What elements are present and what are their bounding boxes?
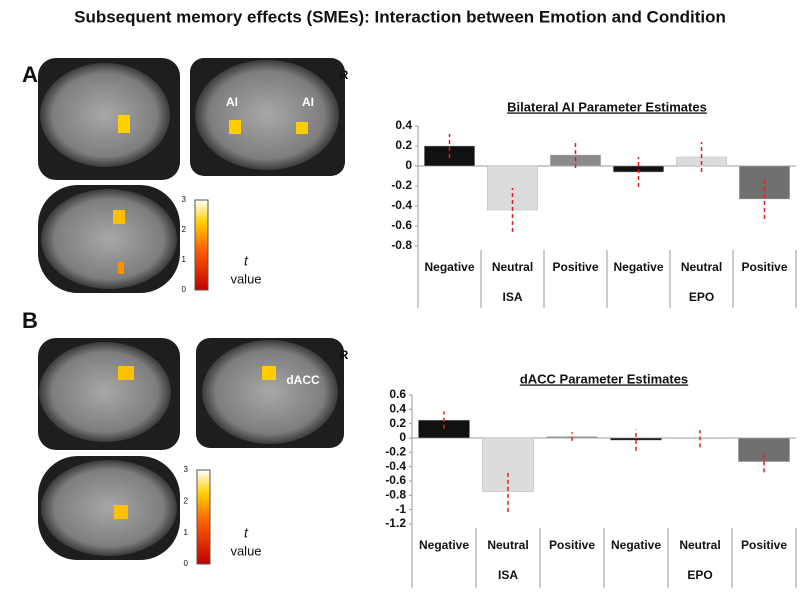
y-tick-label: -1.2	[385, 516, 406, 530]
panel-label: A	[22, 62, 38, 87]
y-tick-label: -0.6	[385, 473, 406, 487]
x-tick-label: Negative	[613, 260, 663, 274]
x-tick-label: Neutral	[681, 260, 722, 274]
y-tick-label: -0.8	[385, 488, 406, 502]
chart-title: Bilateral AI Parameter Estimates	[507, 99, 707, 114]
x-tick-label: Neutral	[492, 260, 533, 274]
y-tick-label: 0	[405, 158, 412, 172]
x-tick-label: Positive	[552, 260, 598, 274]
group-label: ISA	[498, 568, 518, 582]
y-tick-label: -0.2	[385, 445, 406, 459]
x-tick-label: Negative	[419, 538, 469, 552]
brain-coronal	[190, 58, 345, 176]
colorbar	[194, 199, 209, 291]
colorbar-tick-label: 3	[182, 195, 187, 204]
colorbar-tick-label: 0	[182, 285, 187, 294]
colorbar-tick-label: 3	[184, 465, 189, 474]
x-tick-label: Positive	[741, 538, 787, 552]
colorbar-tick-label: 1	[182, 255, 187, 264]
colorbar-symbol: t	[244, 525, 249, 541]
y-tick-label: -0.4	[385, 459, 406, 473]
y-tick-label: -0.4	[391, 198, 412, 212]
side-label: R	[340, 348, 349, 362]
group-label: EPO	[687, 568, 712, 582]
x-tick-label: Positive	[549, 538, 595, 552]
y-tick-label: -0.2	[391, 178, 412, 192]
colorbar-tick-label: 2	[184, 496, 189, 505]
x-tick-label: Negative	[611, 538, 661, 552]
y-tick-label: -0.8	[391, 238, 412, 252]
y-tick-label: 0.4	[389, 402, 406, 416]
colorbar-caption: value	[230, 543, 261, 558]
x-tick-label: Neutral	[679, 538, 720, 552]
region-label: AI	[302, 95, 314, 109]
x-tick-label: Neutral	[487, 538, 528, 552]
figure-title: Subsequent memory effects (SMEs): Intera…	[74, 7, 726, 26]
brain-sagittal	[38, 338, 180, 450]
y-tick-label: 0.6	[389, 387, 406, 401]
colorbar-tick-label: 0	[184, 559, 189, 568]
region-label: AI	[226, 95, 238, 109]
colorbar-caption: value	[230, 271, 261, 286]
group-label: ISA	[502, 290, 522, 304]
y-tick-label: -1	[395, 502, 406, 516]
y-tick-label: 0.4	[395, 118, 412, 132]
region-label: dACC	[286, 373, 320, 387]
bar	[418, 419, 470, 439]
side-label: R	[340, 68, 349, 82]
y-tick-label: -0.6	[391, 218, 412, 232]
brain-coronal	[196, 338, 344, 448]
y-tick-label: 0.2	[395, 138, 412, 152]
group-label: EPO	[689, 290, 714, 304]
y-tick-label: 0.2	[389, 416, 406, 430]
x-tick-label: Positive	[741, 260, 787, 274]
brain-axial	[38, 185, 180, 293]
brain-sagittal	[38, 58, 180, 180]
colorbar-symbol: t	[244, 253, 249, 269]
bar	[610, 437, 662, 441]
colorbar	[196, 469, 211, 565]
colorbar-tick-label: 1	[184, 528, 189, 537]
x-tick-label: Negative	[424, 260, 474, 274]
panel-label: B	[22, 308, 38, 333]
chart-title: dACC Parameter Estimates	[520, 371, 688, 386]
colorbar-tick-label: 2	[182, 225, 187, 234]
y-tick-label: 0	[399, 430, 406, 444]
brain-axial	[38, 456, 180, 560]
